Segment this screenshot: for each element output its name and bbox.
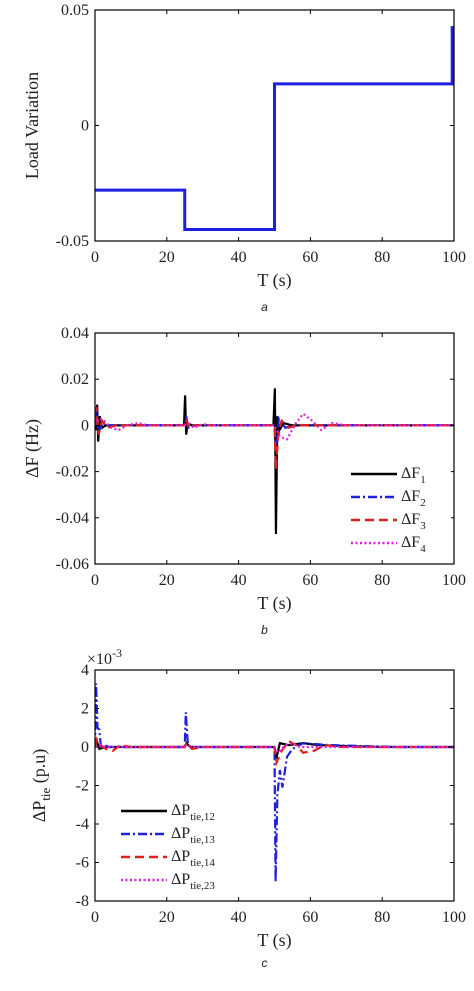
x-tick-label: 20 (159, 249, 175, 266)
legend-entry-4: ΔF4 (401, 534, 426, 555)
x-tick-label: 0 (91, 572, 99, 589)
x-tick-label: 0 (91, 249, 99, 266)
y-tick-label: -2 (76, 778, 89, 795)
y-tick-label: 0.02 (61, 371, 89, 388)
y-axis-label: Load Variation (22, 72, 42, 179)
legend-entry-3: ΔF3 (401, 511, 426, 532)
y-tick-label: 0 (81, 118, 89, 135)
series-line-2 (95, 411, 454, 454)
y-axis-multiplier: ×10-3 (87, 646, 122, 668)
y-axis-label: ΔF (Hz) (22, 419, 43, 478)
y-tick-label: -0.04 (56, 510, 89, 527)
series-line-1 (95, 26, 454, 231)
x-tick-label: 80 (374, 249, 390, 266)
panel-label: b (261, 623, 268, 637)
y-tick-label: 0 (81, 417, 89, 434)
x-tick-label: 80 (374, 572, 390, 589)
panel-label: c (262, 956, 268, 970)
x-tick-label: 60 (302, 909, 318, 926)
x-tick-label: 80 (374, 909, 390, 926)
x-tick-label: 40 (231, 249, 247, 266)
y-tick-label: -4 (76, 816, 89, 833)
y-tick-label: 0.04 (61, 325, 89, 342)
x-tick-label: 20 (159, 572, 175, 589)
y-axis-label: ΔPtie (p.u) (29, 749, 53, 823)
x-tick-label: 60 (302, 572, 318, 589)
series-line-4 (95, 741, 454, 755)
x-axis-label: T (s) (257, 930, 291, 951)
panel-label: a (261, 300, 268, 314)
legend-entry-2: ΔPtie,13 (171, 825, 215, 846)
x-tick-label: 100 (442, 572, 466, 589)
x-axis-label: T (s) (257, 270, 291, 291)
y-tick-label: -6 (76, 855, 89, 872)
legend-entry-2: ΔF2 (401, 488, 426, 509)
x-tick-label: 100 (442, 909, 466, 926)
plot-frame (94, 332, 455, 565)
x-tick-label: 0 (91, 909, 99, 926)
y-tick-label: -0.06 (56, 556, 89, 573)
x-tick-label: 100 (442, 249, 466, 266)
x-tick-label: 20 (159, 909, 175, 926)
legend-entry-4: ΔPtie,23 (171, 871, 215, 892)
series-line-4 (95, 412, 454, 441)
legend-entry-1: ΔF1 (401, 465, 426, 486)
y-tick-label: 0 (81, 739, 89, 756)
x-tick-label: 40 (231, 909, 247, 926)
y-tick-label: 2 (81, 701, 89, 718)
y-tick-label: -0.05 (56, 233, 89, 250)
y-tick-label: 0.05 (61, 2, 89, 19)
y-tick-label: -0.02 (56, 464, 89, 481)
y-tick-label: 4 (81, 662, 89, 679)
x-axis-label: T (s) (257, 593, 291, 614)
y-tick-label: -8 (76, 893, 89, 910)
x-tick-label: 40 (231, 572, 247, 589)
x-tick-label: 60 (302, 249, 318, 266)
legend-entry-3: ΔPtie,14 (171, 848, 215, 869)
series-line-1 (95, 388, 454, 534)
chart-panel-b: 0 20 40 60 80 100 0.04 0.02 0 -0.02 -0.04 -0.06 T (s… (22, 325, 466, 637)
legend-entry-1: ΔPtie,12 (171, 802, 215, 823)
